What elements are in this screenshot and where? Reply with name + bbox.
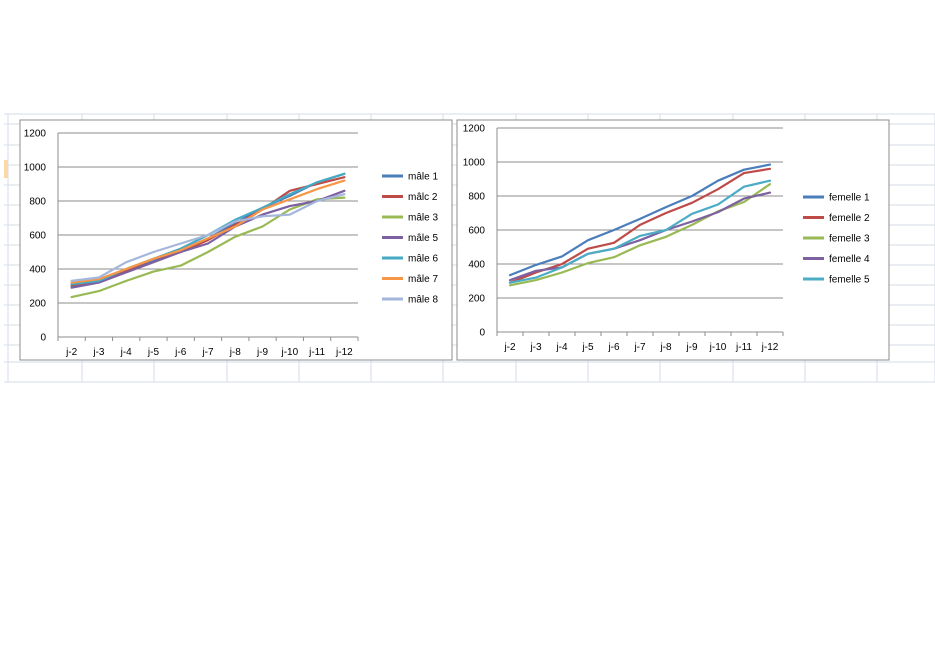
chart-females-series (508, 163, 772, 287)
y-tick-label: 600 (29, 231, 46, 242)
legend-item[interactable]: mâle 7 (382, 274, 438, 285)
x-tick-label: j-8 (229, 347, 242, 358)
selected-row-marker (4, 160, 8, 178)
legend-label: mâle 8 (408, 295, 438, 306)
x-tick-label: j-12 (761, 342, 779, 353)
legend-label: mâle 6 (408, 254, 438, 265)
legend-label: femelle 1 (829, 193, 870, 204)
legend-label: mâle 7 (408, 274, 438, 285)
y-tick-label: 400 (29, 265, 46, 276)
legend-label: mâlc 2 (408, 192, 438, 203)
x-tick-label: j-10 (280, 347, 298, 358)
x-tick-label: j-12 (335, 347, 353, 358)
legend-item[interactable]: mâle 3 (382, 213, 438, 224)
legend-item[interactable]: femelle 2 (803, 213, 870, 224)
x-tick-label: j-4 (120, 347, 133, 358)
y-tick-label: 800 (468, 192, 485, 203)
series-line (70, 193, 346, 282)
y-tick-label: 1200 (463, 124, 486, 135)
y-tick-label: 800 (29, 197, 46, 208)
series-line (508, 191, 772, 282)
legend-label: mâle 3 (408, 213, 438, 224)
x-tick-label: j-3 (529, 342, 542, 353)
legend-item[interactable]: mâle 1 (382, 172, 438, 183)
x-tick-label: j-8 (659, 342, 672, 353)
y-tick-label: 1000 (24, 163, 47, 174)
chart-males-frame (19, 119, 453, 361)
x-tick-label: j-11 (308, 347, 325, 358)
y-tick-label: 400 (468, 260, 485, 271)
x-tick-label: j-9 (256, 347, 269, 358)
legend-label: femelle 3 (829, 234, 870, 245)
x-tick-label: j-6 (174, 347, 187, 358)
x-tick-label: j-3 (92, 347, 105, 358)
legend-item[interactable]: femelle 5 (803, 275, 870, 286)
x-tick-label: j-2 (65, 347, 78, 358)
y-tick-label: 1200 (24, 129, 47, 140)
legend-label: mâle 1 (408, 172, 438, 183)
series-line (70, 189, 346, 289)
legend-item[interactable]: mâlc 2 (382, 192, 438, 203)
chart-females-legend[interactable]: femelle 1 femelle 2 femelle 3 femelle 4 feme… (803, 193, 870, 286)
chart-males-x-ticks: j-2 j-3 j-4 j-5 j-6 j-7 j-8 j-9 j-10 j-11 j-12 (65, 347, 353, 358)
legend-item[interactable]: mâle 6 (382, 254, 438, 265)
series-line (508, 167, 772, 284)
y-tick-label: 600 (468, 226, 485, 237)
x-tick-label: j-6 (607, 342, 620, 353)
x-tick-label: j-7 (201, 347, 214, 358)
x-tick-label: j-7 (633, 342, 646, 353)
chart-males-axes (57, 133, 359, 341)
y-tick-label: 1000 (463, 158, 486, 169)
chart-females-x-ticks: j-2 j-3 j-4 j-5 j-6 j-7 j-8 j-9 j-10 j-11 j-12 (503, 342, 778, 353)
y-tick-label: 200 (468, 294, 485, 305)
legend-label: femelle 5 (829, 275, 870, 286)
legend-item[interactable]: mâle 5 (382, 233, 438, 244)
x-tick-label: j-5 (581, 342, 594, 353)
legend-label: femelle 4 (829, 254, 870, 265)
chart-females-axes (496, 128, 784, 336)
x-tick-label: j-4 (555, 342, 568, 353)
legend-label: mâle 5 (408, 233, 438, 244)
legend-item[interactable]: femelle 1 (803, 193, 870, 204)
series-line (70, 179, 346, 284)
chart-females-y-ticks: 0 200 400 600 800 1000 1200 (463, 124, 486, 339)
x-tick-label: j-11 (735, 342, 752, 353)
legend-label: femelle 2 (829, 213, 870, 224)
x-tick-label: j-9 (685, 342, 698, 353)
series-line (70, 196, 346, 299)
x-tick-label: j-10 (709, 342, 727, 353)
chart-females-gridlines (497, 127, 783, 299)
series-line (508, 179, 772, 284)
y-tick-label: 0 (479, 328, 485, 339)
legend-item[interactable]: femelle 4 (803, 254, 870, 265)
chart-males-series (70, 172, 346, 299)
x-tick-label: j-2 (503, 342, 516, 353)
y-tick-label: 0 (40, 333, 46, 344)
chart-males[interactable]: 0 200 400 600 800 1000 1200 j-2 j-3 j-4 j-5 j-6 j-7… (19, 119, 453, 361)
chart-females-frame (456, 119, 890, 361)
y-tick-label: 200 (29, 299, 46, 310)
chart-females[interactable]: 0 200 400 600 800 1000 1200 j-2 j-3 j-4 j-5 j-6 j-7… (456, 119, 890, 361)
chart-males-legend[interactable]: mâle 1 mâlc 2 mâle 3 mâle 5 mâle 6 mâle 7 mâle… (382, 172, 438, 306)
legend-item[interactable]: mâle 8 (382, 295, 438, 306)
x-tick-label: j-5 (147, 347, 160, 358)
series-line (508, 163, 772, 277)
legend-item[interactable]: femelle 3 (803, 234, 870, 245)
chart-males-y-ticks: 0 200 400 600 800 1000 1200 (24, 129, 47, 344)
series-line (70, 176, 346, 287)
